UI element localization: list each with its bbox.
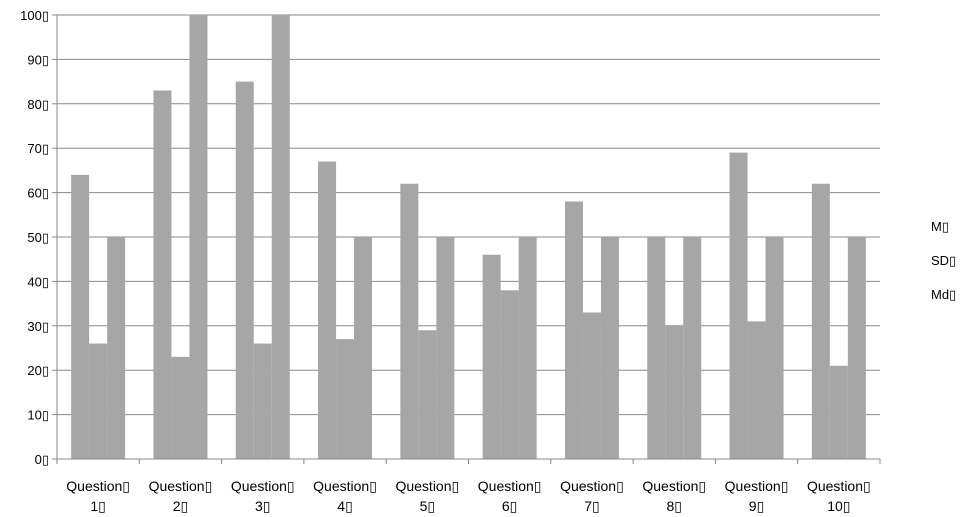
x-category-labels: Question▯ 1▯ Question▯ 2▯ Question▯ 3▯ Questio… [66,478,870,514]
y-tick-label: 70▯ [27,141,49,156]
bar-m-q9 [729,152,748,459]
x-category-label: Question▯ [478,478,542,494]
x-category-label: Question▯ [149,478,213,494]
bar-m-q2 [153,90,172,459]
legend-entry: SD▯ [931,253,956,268]
bar-md-q9 [765,237,784,459]
bar-md-q7 [600,237,619,459]
bar-sd-q2 [171,356,190,459]
bars [71,15,866,460]
x-category-label: Question▯ [807,478,871,494]
bar-sd-q9 [747,321,766,459]
y-tick-label: 100▯ [20,8,49,23]
bar-sd-q4 [336,339,355,459]
y-tick-label: 0▯ [35,452,49,467]
x-category-label: 9▯ [749,498,765,514]
bar-sd-q3 [253,343,272,459]
x-category-label: 3▯ [255,498,271,514]
bar-md-q6 [518,237,537,459]
y-tick-label: 60▯ [27,186,49,201]
x-category-label: Question▯ [231,478,295,494]
x-category-label: Question▯ [313,478,377,494]
x-category-label: 6▯ [502,498,518,514]
bar-m-q7 [564,201,583,460]
x-category-label: Question▯ [725,478,789,494]
bar-m-q3 [235,81,254,459]
x-category-label: Question▯ [66,478,130,494]
legend: M▯ SD▯ Md▯ [931,219,956,302]
y-tick-labels: 0▯ 10▯ 20▯ 30▯ 40▯ 50▯ 60▯ 70▯ 80▯ 90▯ 100▯ [20,8,49,467]
bar-sd-q6 [500,290,519,459]
x-category-label: 8▯ [667,498,683,514]
bar-m-q6 [482,254,501,459]
x-category-label: Question▯ [560,478,624,494]
x-category-label: 7▯ [584,498,600,514]
x-category-label: 4▯ [337,498,353,514]
bar-sd-q1 [89,343,108,459]
y-tick-label: 50▯ [27,230,49,245]
y-tick-label: 90▯ [27,52,49,67]
bar-m-q8 [647,237,666,459]
y-tick-label: 40▯ [27,274,49,289]
legend-entry: M▯ [931,219,949,234]
y-tick-label: 20▯ [27,363,49,378]
legend-entry: Md▯ [931,287,956,302]
bar-md-q8 [683,237,702,459]
bar-sd-q10 [829,365,848,459]
x-category-label: 10▯ [827,498,850,514]
bar-m-q1 [71,174,90,459]
bar-sd-q8 [665,325,684,459]
y-tick-label: 10▯ [27,408,49,423]
bar-md-q5 [436,237,455,459]
x-category-label: 5▯ [420,498,436,514]
bar-md-q4 [354,237,373,459]
bar-sd-q7 [582,312,601,459]
x-category-label: 1▯ [90,498,106,514]
y-tick-label: 30▯ [27,319,49,334]
x-category-label: Question▯ [395,478,459,494]
bar-m-q4 [318,161,337,459]
x-category-label: 2▯ [173,498,189,514]
bar-md-q2 [189,15,208,459]
bar-md-q3 [271,15,290,459]
bar-md-q10 [847,237,866,459]
bar-m-q10 [811,183,830,459]
axes [52,14,881,464]
y-tick-label: 80▯ [27,97,49,112]
bar-m-q5 [400,183,419,459]
x-category-label: Question▯ [642,478,706,494]
bar-sd-q5 [418,330,437,459]
bar-md-q1 [107,237,126,459]
